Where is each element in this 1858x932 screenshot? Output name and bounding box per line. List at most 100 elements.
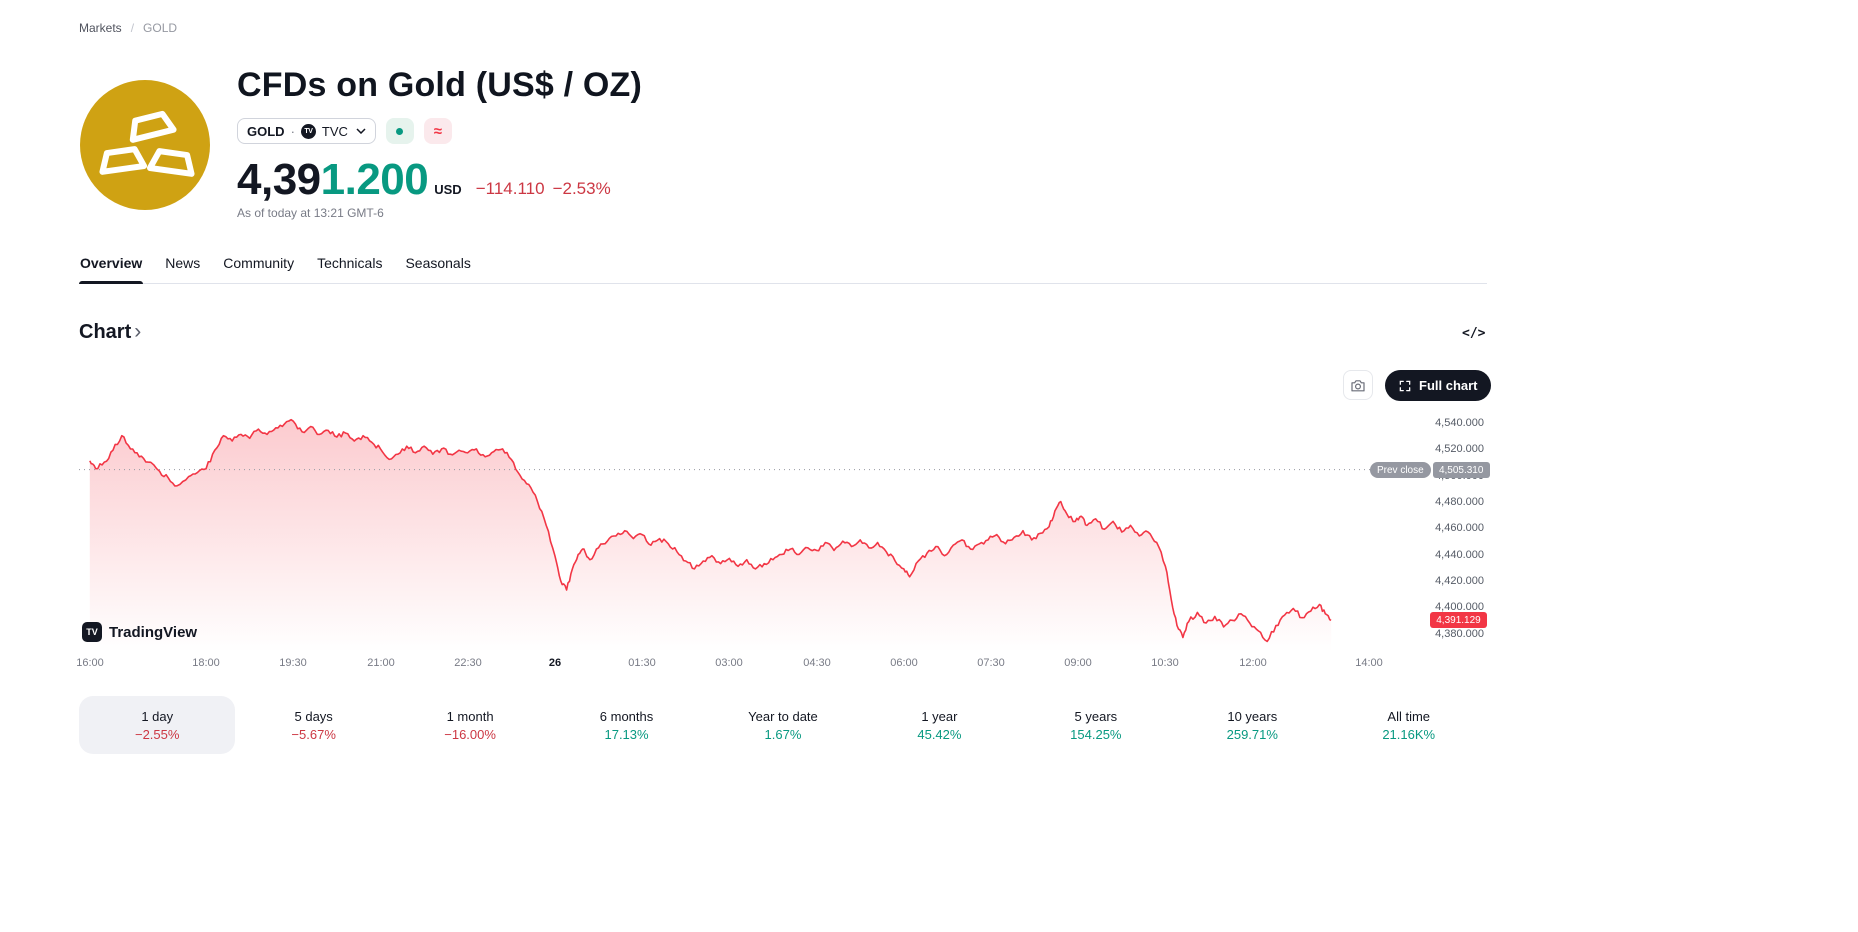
symbol-label: GOLD [247, 123, 285, 139]
price-fraction: 1.200 [320, 155, 429, 204]
period-change: −5.67% [291, 726, 336, 742]
x-axis-label: 26 [548, 657, 562, 669]
tab-community[interactable]: Community [223, 255, 295, 271]
x-axis-label: 01:30 [628, 657, 656, 669]
period-change: 45.42% [917, 726, 962, 742]
y-axis-label: 4,480.000 [1435, 496, 1484, 508]
chevron-down-icon [356, 128, 366, 134]
tradingview-logo-icon: TV [82, 622, 102, 642]
period-change: 17.13% [604, 726, 649, 742]
delayed-data-badge[interactable]: ≈ [423, 118, 452, 144]
y-axis-label: 4,420.000 [1435, 575, 1484, 587]
x-axis-label: 12:00 [1239, 657, 1267, 669]
period-label: All time [1387, 708, 1431, 724]
prev-close-label: Prev close [1370, 462, 1431, 478]
breadcrumb: Markets / GOLD [79, 21, 177, 35]
prev-close-tag: Prev close 4,505.310 [1370, 462, 1490, 478]
full-chart-label: Full chart [1419, 378, 1478, 393]
y-axis[interactable]: 4,540.0004,520.0004,500.0004,480.0004,46… [1432, 408, 1484, 652]
x-axis-label: 07:30 [977, 657, 1005, 669]
full-chart-button[interactable]: Full chart [1385, 370, 1491, 401]
period-bar: 1 day −2.55% 5 days −5.67% 1 month −16.00% 6 m… [79, 696, 1487, 754]
period-label: 6 months [599, 708, 654, 724]
period-change: −2.55% [134, 726, 180, 742]
x-axis-label: 19:30 [279, 657, 307, 669]
y-axis-label: 4,460.000 [1435, 522, 1484, 534]
prev-close-value: 4,505.310 [1432, 462, 1490, 478]
period-1-month[interactable]: 1 month −16.00% [392, 696, 548, 754]
exchange-label: TVC [321, 123, 348, 139]
price-row: 4,39 1.200 USD −114.110 −2.53% [237, 155, 611, 205]
breadcrumb-markets-link[interactable]: Markets [79, 21, 122, 35]
period-change: 154.25% [1070, 726, 1122, 742]
x-axis-label: 14:00 [1355, 657, 1383, 669]
period-all-time[interactable]: All time 21.16K% [1331, 696, 1487, 754]
tradingview-watermark-text: TradingView [109, 623, 198, 641]
tab-news[interactable]: News [165, 255, 201, 271]
tab-bar: Overview News Community Technicals Seasonals [79, 249, 1487, 284]
period-label: 1 year [921, 708, 958, 724]
period-label: 5 years [1074, 708, 1118, 724]
period-1-year[interactable]: 1 year 45.42% [861, 696, 1017, 754]
price-currency: USD [434, 182, 462, 197]
period-year-to-date[interactable]: Year to date 1.67% [705, 696, 861, 754]
price-chart[interactable] [79, 408, 1428, 652]
period-1-day[interactable]: 1 day −2.55% [79, 696, 236, 754]
period-10-years[interactable]: 10 years 259.71% [1174, 696, 1330, 754]
price-chart-svg [79, 418, 1428, 652]
x-axis-label: 10:30 [1151, 657, 1179, 669]
y-axis-label: 4,540.000 [1435, 417, 1484, 429]
period-label: 5 days [294, 708, 333, 724]
period-label: 1 month [446, 708, 494, 724]
as-of-timestamp: As of today at 13:21 GMT-6 [237, 206, 384, 220]
x-axis-label: 06:00 [890, 657, 918, 669]
period-label: 1 day [141, 708, 174, 724]
embed-code-icon[interactable]: </> [1462, 326, 1486, 341]
chart-section-title: Chart [79, 321, 132, 343]
pill-separator: · [290, 123, 295, 139]
period-change: 1.67% [764, 726, 802, 742]
x-axis-label: 09:00 [1064, 657, 1092, 669]
y-axis-label: 4,520.000 [1435, 443, 1484, 455]
breadcrumb-separator: / [130, 21, 135, 35]
period-change: 259.71% [1226, 726, 1278, 742]
y-axis-label: 4,440.000 [1435, 549, 1484, 561]
x-axis-label: 03:00 [715, 657, 743, 669]
chart-section-link[interactable]: Chart › [79, 321, 141, 344]
market-status-badge[interactable] [385, 118, 414, 144]
tab-overview[interactable]: Overview [79, 249, 144, 284]
x-axis[interactable]: 16:00 18:00 19:30 21:00 22:30 26 01:30 03:00 04:… [76, 657, 1428, 671]
price-change: −114.110 [475, 179, 545, 198]
period-6-months[interactable]: 6 months 17.13% [548, 696, 704, 754]
period-change: 21.16K% [1382, 726, 1436, 742]
x-axis-label: 04:30 [803, 657, 831, 669]
period-5-days[interactable]: 5 days −5.67% [235, 696, 391, 754]
exchange-logo-icon: TV [300, 123, 316, 139]
period-label: Year to date [748, 708, 818, 724]
last-price-tag: 4,391.129 [1430, 612, 1487, 628]
fullscreen-icon [1399, 380, 1411, 391]
period-5-years[interactable]: 5 years 154.25% [1018, 696, 1174, 754]
price-change-percent: −2.53% [552, 179, 611, 198]
camera-icon [1351, 379, 1365, 391]
period-label: 10 years [1227, 708, 1278, 724]
symbol-switcher[interactable]: GOLD · TV TVC [237, 118, 376, 144]
x-axis-label: 22:30 [454, 657, 482, 669]
chevron-right-icon: › [134, 320, 142, 343]
x-axis-label: 18:00 [192, 657, 220, 669]
tab-technicals[interactable]: Technicals [317, 255, 383, 271]
breadcrumb-symbol: GOLD [143, 21, 178, 35]
tradingview-watermark: TV TradingView [82, 622, 197, 642]
page-title: CFDs on Gold (US$ / OZ) [237, 66, 643, 104]
price-integer: 4,39 [237, 155, 321, 204]
y-axis-label: 4,400.000 [1435, 601, 1484, 613]
gold-logo-icon [80, 80, 210, 210]
symbol-meta-row: GOLD · TV TVC ≈ [237, 118, 452, 144]
x-axis-label: 21:00 [367, 657, 395, 669]
x-axis-label: 16:00 [76, 657, 104, 669]
screenshot-button[interactable] [1343, 370, 1373, 400]
tab-seasonals[interactable]: Seasonals [405, 255, 471, 271]
period-change: −16.00% [444, 726, 496, 742]
status-dot-icon [396, 127, 404, 135]
